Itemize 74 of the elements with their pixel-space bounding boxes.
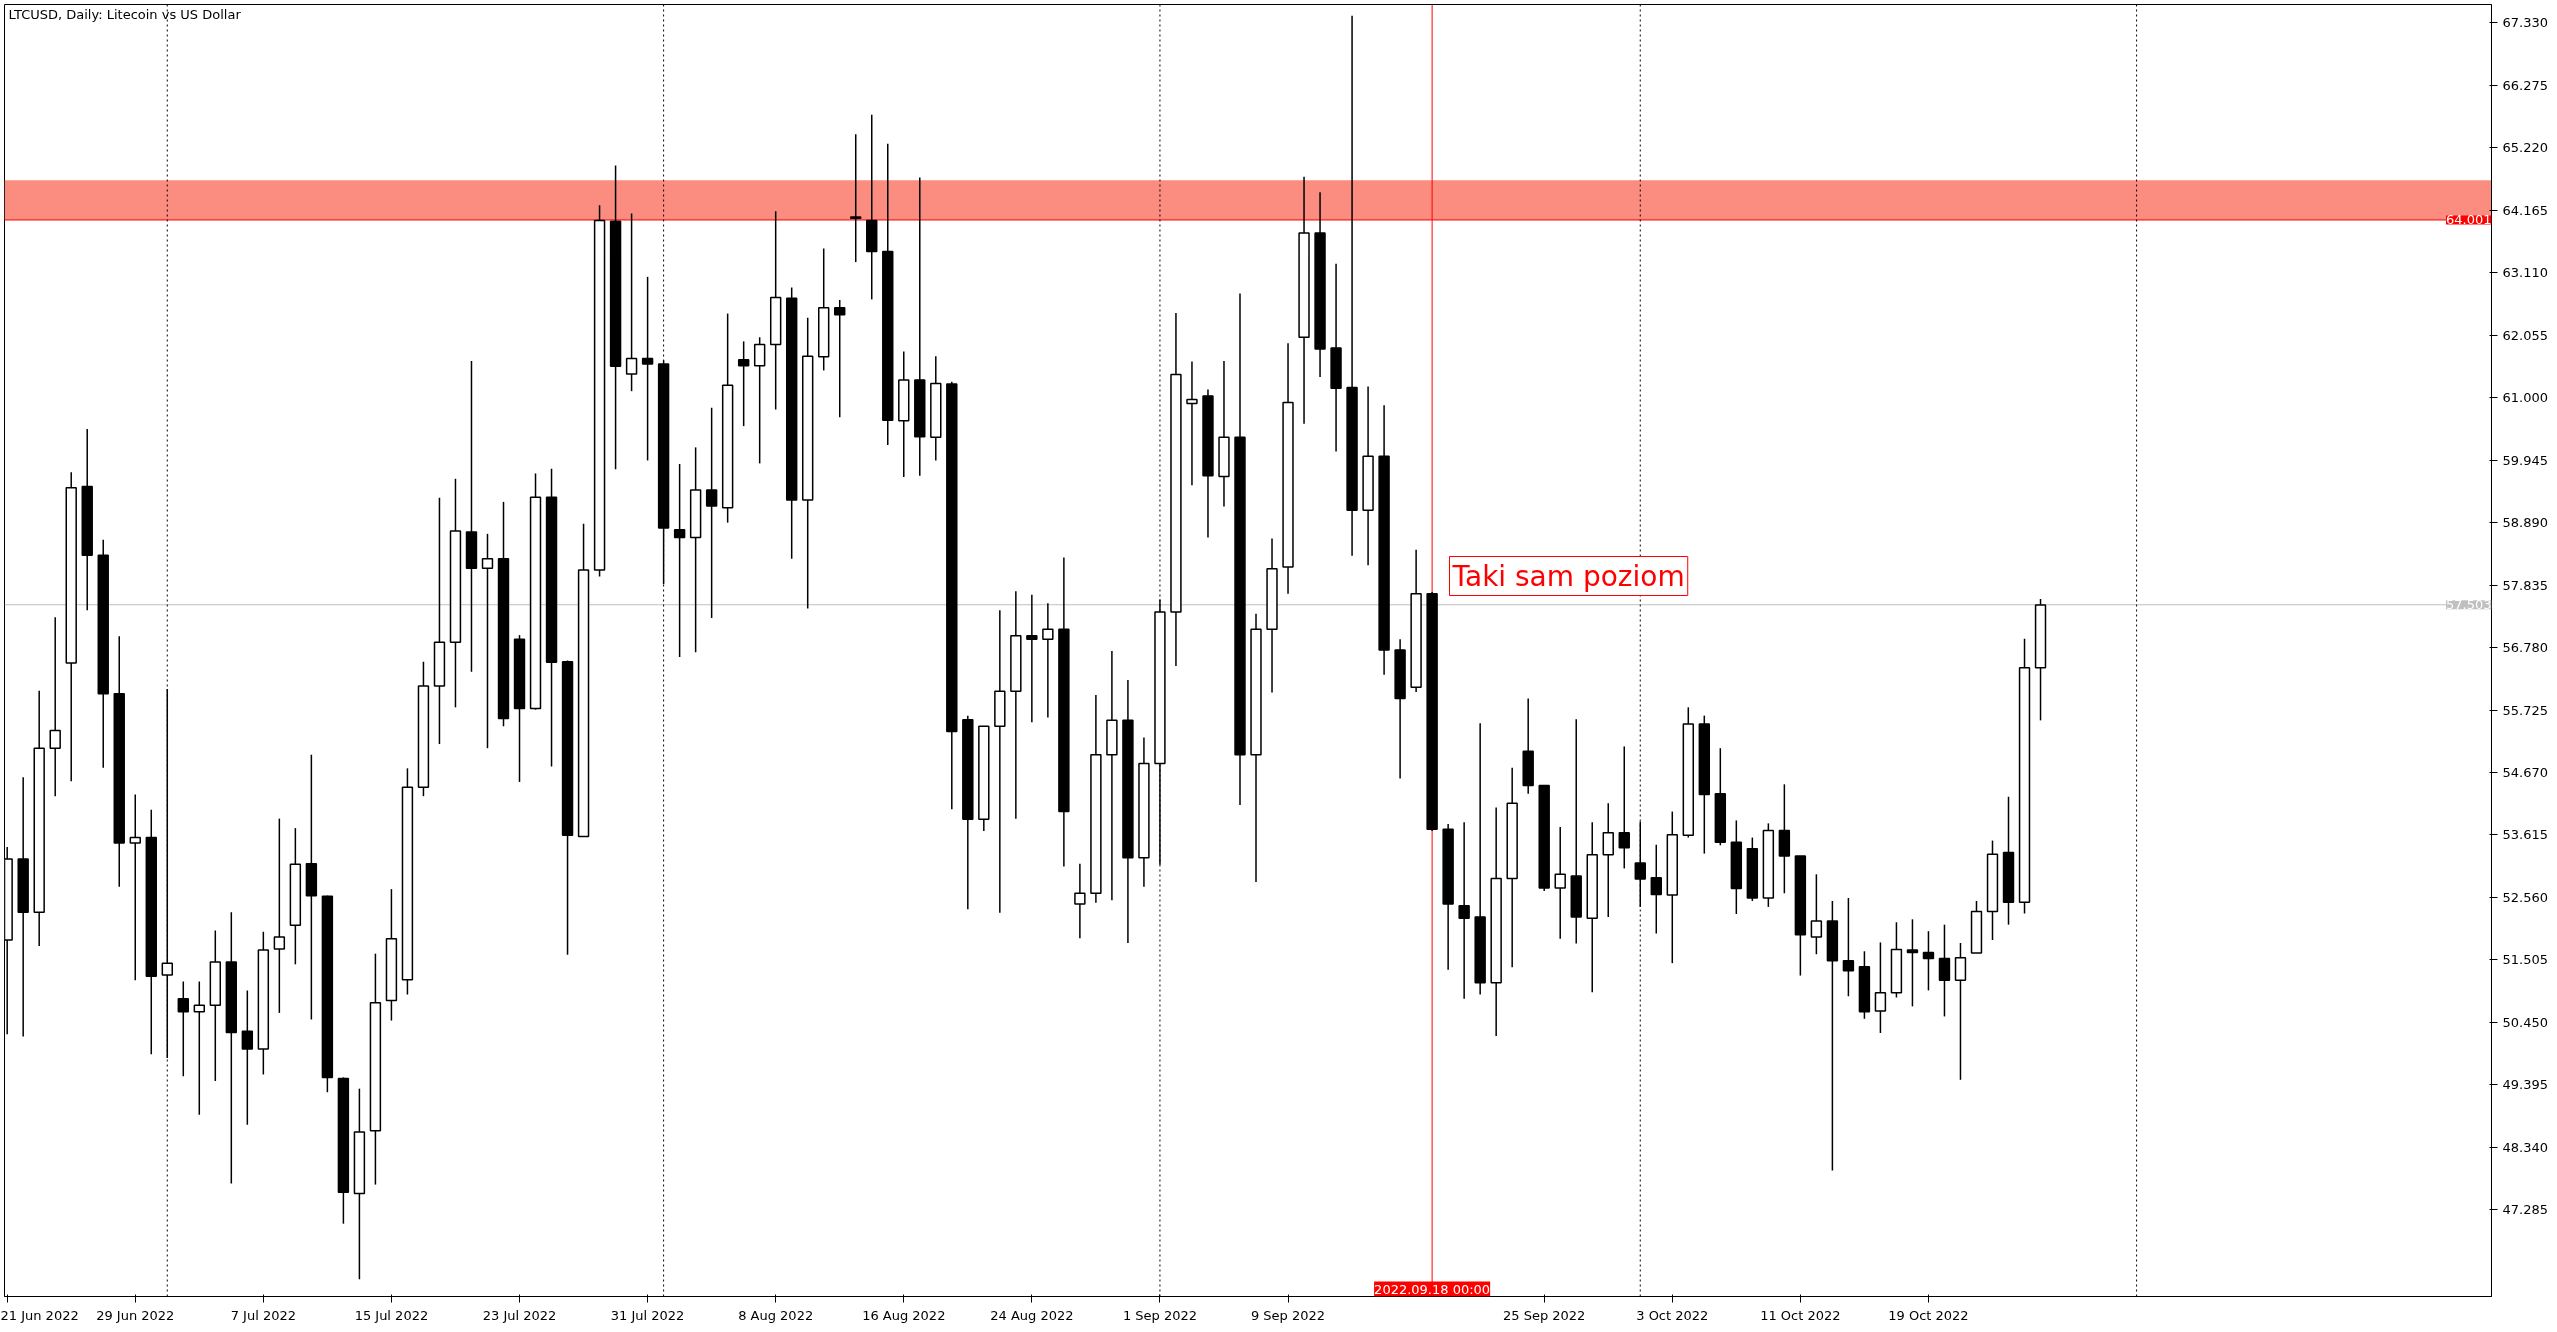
y-tick-label: 52.560	[2502, 889, 2548, 905]
candlestick	[705, 406, 718, 619]
candlestick	[481, 533, 494, 749]
x-tick-label: 31 Jul 2022	[610, 1307, 685, 1323]
x-tick-label: 9 Sep 2022	[1250, 1307, 1326, 1323]
candlestick	[834, 299, 846, 418]
candlestick	[1074, 862, 1086, 940]
y-tick-label: 65.220	[2502, 140, 2548, 156]
y-tick-label: 62.055	[2502, 327, 2548, 343]
y-tick-label: 54.670	[2502, 764, 2548, 780]
ref-line-label: 2022.09.18 00:00	[1374, 1281, 1491, 1297]
y-tick-label: 64.165	[2502, 202, 2548, 218]
x-tick-label: 3 Oct 2022	[1636, 1307, 1709, 1323]
candlestick	[1458, 821, 1470, 1000]
y-tick-label: 51.505	[2502, 952, 2548, 968]
candlestick	[1186, 360, 1198, 487]
candlestick	[753, 336, 766, 465]
x-tick-label: 29 Jun 2022	[96, 1307, 175, 1323]
x-tick-label: 1 Sep 2022	[1122, 1307, 1198, 1323]
y-tick-label: 63.110	[2502, 265, 2548, 281]
candlestick	[1906, 918, 1919, 1008]
x-tick-label: 19 Oct 2022	[1888, 1307, 1969, 1323]
y-tick-label: 56.780	[2502, 640, 2548, 656]
candlestick	[161, 688, 173, 1059]
annotation: Taki sam poziom	[1451, 559, 1685, 593]
candlestick	[465, 360, 478, 673]
candlestick	[273, 817, 286, 1014]
x-tick-label: 24 Aug 2022	[990, 1307, 1074, 1323]
candlestick	[1938, 923, 1951, 1018]
candlestick	[1042, 602, 1054, 719]
y-tick-label: 67.330	[2502, 15, 2548, 31]
candlestick	[737, 340, 750, 427]
y-tick-label: 49.395	[2502, 1077, 2548, 1093]
candlestick	[1874, 941, 1887, 1034]
candlestick	[1650, 843, 1662, 935]
candlestick	[1842, 897, 1855, 998]
candlestick	[1618, 745, 1630, 870]
candlestick	[177, 980, 189, 1077]
x-tick-label: 23 Jul 2022	[482, 1307, 557, 1323]
candlestick	[641, 276, 654, 462]
chart-title: LTCUSD, Daily: Litecoin vs US Dollar	[8, 6, 242, 22]
y-tick-label: 47.285	[2502, 1202, 2548, 1218]
x-tick-label: 21 Jun 2022	[0, 1307, 79, 1323]
y-tick-label: 58.890	[2502, 515, 2548, 531]
candlestick	[1602, 802, 1614, 918]
y-tick-label: 61.000	[2502, 390, 2548, 406]
x-tick-label: 8 Aug 2022	[738, 1307, 814, 1323]
candlestick	[1026, 594, 1038, 723]
y-tick-label: 66.275	[2502, 77, 2548, 93]
y-tick-label: 57.835	[2502, 577, 2548, 593]
candlestick	[1954, 942, 1967, 1081]
candlestick	[850, 133, 862, 263]
x-tick-label: 15 Jul 2022	[354, 1307, 429, 1323]
y-tick-label: 48.340	[2502, 1139, 2548, 1155]
y-tick-label: 53.615	[2502, 827, 2548, 843]
candlestick	[1554, 826, 1566, 940]
y-tick-label: 55.725	[2502, 702, 2548, 718]
candlestick	[305, 753, 318, 1021]
candlestick	[625, 212, 638, 392]
candlestick	[673, 463, 686, 658]
ref-line-label: 57.503	[2446, 597, 2492, 613]
candlestick	[1810, 873, 1823, 956]
x-tick-label: 25 Sep 2022	[1503, 1307, 1586, 1323]
candlestick	[193, 980, 206, 1116]
candlestick	[241, 989, 254, 1126]
x-tick-label: 7 Jul 2022	[230, 1307, 296, 1323]
ref-line-label: 64.001	[2446, 212, 2492, 228]
y-tick-label: 50.450	[2502, 1014, 2548, 1030]
candlestick	[49, 616, 61, 797]
y-tick-label: 59.945	[2502, 452, 2548, 468]
candlestick	[129, 793, 141, 982]
x-tick-label: 11 Oct 2022	[1760, 1307, 1841, 1323]
candlestick	[1922, 930, 1935, 992]
x-tick-label: 16 Aug 2022	[862, 1307, 946, 1323]
